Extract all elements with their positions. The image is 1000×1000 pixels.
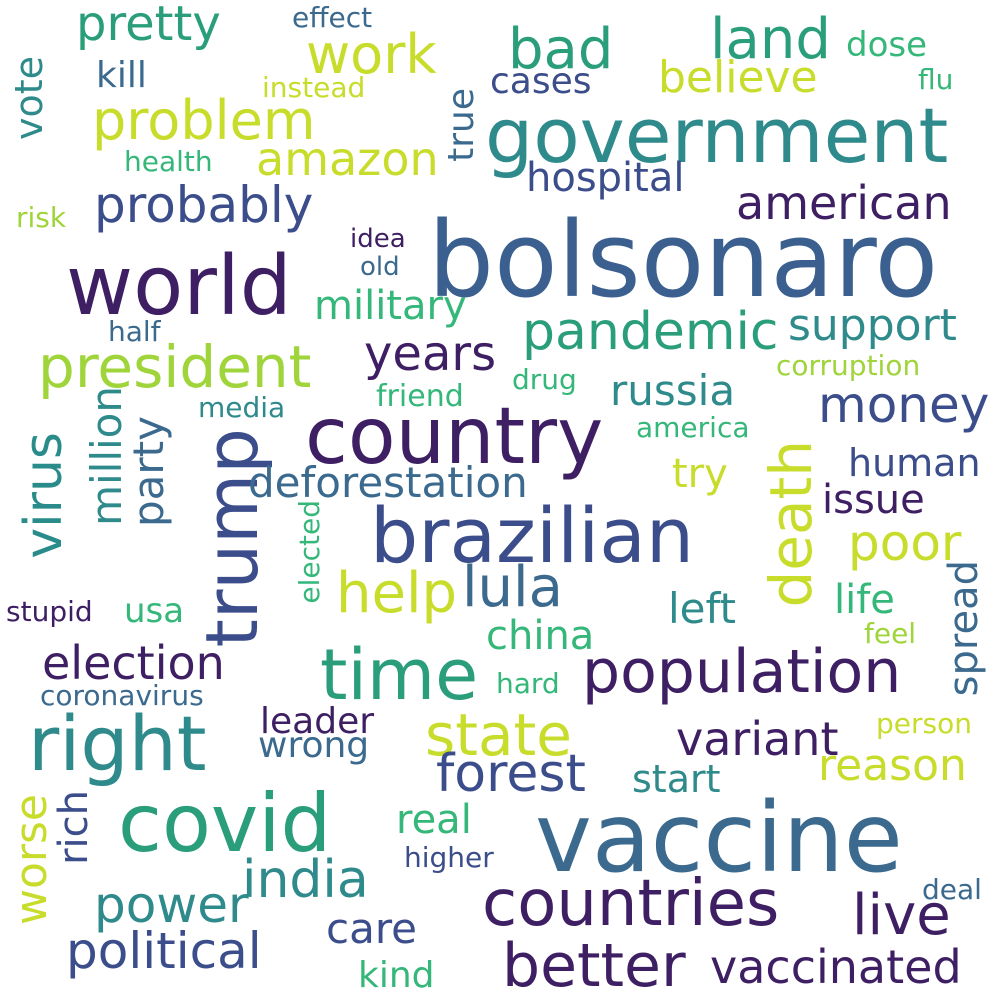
word: land <box>710 7 831 72</box>
word: vaccine <box>535 782 903 894</box>
word: vote <box>7 56 51 141</box>
word: years <box>364 326 497 382</box>
word: virus <box>14 432 74 559</box>
word: spread <box>941 560 987 697</box>
word: instead <box>262 71 366 104</box>
word: old <box>360 252 400 282</box>
word: bad <box>508 17 614 82</box>
word: corruption <box>776 349 921 382</box>
word: help <box>336 561 458 626</box>
word: america <box>636 411 750 444</box>
word: life <box>834 577 895 623</box>
word: money <box>818 376 990 434</box>
word: power <box>94 876 249 934</box>
word: death <box>757 440 825 608</box>
word: russia <box>610 366 736 415</box>
word: problem <box>92 89 316 152</box>
word: world <box>66 239 292 334</box>
word: reason <box>818 740 967 791</box>
word: stupid <box>6 595 93 628</box>
word: deforestation <box>248 458 528 507</box>
word: covid <box>118 777 332 870</box>
word: amazon <box>256 132 439 186</box>
word: person <box>876 707 972 740</box>
word: pandemic <box>522 302 779 362</box>
word: election <box>42 636 225 690</box>
word: flu <box>918 63 954 96</box>
word: brazilian <box>370 491 695 580</box>
word: wrong <box>258 725 370 766</box>
word: government <box>485 91 949 180</box>
word: party <box>124 416 173 527</box>
word: china <box>486 613 595 659</box>
word: rich <box>51 790 97 865</box>
word: health <box>124 145 213 178</box>
word: bolsonaro <box>428 199 939 321</box>
word: left <box>668 584 737 633</box>
word: leader <box>260 701 375 742</box>
word: human <box>848 441 981 485</box>
word: drug <box>512 363 577 396</box>
word: media <box>198 391 286 424</box>
word: poor <box>848 514 962 572</box>
word: half <box>108 315 161 348</box>
word: countries <box>482 867 780 941</box>
word: live <box>852 883 951 948</box>
word: coronavirus <box>40 679 204 712</box>
word: elected <box>293 500 326 604</box>
word: state <box>425 701 572 769</box>
word: country <box>305 392 604 482</box>
word: better <box>502 931 686 1000</box>
word: probably <box>94 176 314 234</box>
word: india <box>242 850 369 910</box>
word: support <box>788 300 957 351</box>
word: hospital <box>526 155 685 201</box>
word: kill <box>96 55 147 96</box>
word: usa <box>124 591 185 631</box>
word: million <box>82 386 131 526</box>
word: effect <box>292 1 373 34</box>
word: work <box>306 23 437 86</box>
word: right <box>28 699 207 788</box>
word: variant <box>676 712 839 766</box>
word: forest <box>436 744 586 804</box>
word: dose <box>846 25 928 65</box>
word: american <box>736 176 952 230</box>
word: deal <box>922 873 982 906</box>
word: lula <box>462 555 563 620</box>
word: worse <box>6 794 57 925</box>
word: kind <box>358 955 435 996</box>
word: cases <box>490 61 592 102</box>
word: try <box>672 451 728 497</box>
word: care <box>326 904 418 953</box>
word: risk <box>16 201 67 234</box>
word: friend <box>376 379 464 414</box>
word: vaccinated <box>710 940 962 994</box>
word: president <box>38 333 312 401</box>
word: believe <box>658 52 818 103</box>
word: political <box>66 922 262 980</box>
word: military <box>314 283 467 329</box>
word: real <box>396 797 472 843</box>
word: time <box>320 634 479 716</box>
word: feel <box>864 617 917 650</box>
word: population <box>582 637 902 707</box>
word: hard <box>496 667 560 700</box>
word: higher <box>404 841 494 874</box>
word: pretty <box>76 0 221 52</box>
word: true <box>441 88 482 162</box>
word: start <box>632 757 721 801</box>
word: issue <box>822 477 925 523</box>
word: idea <box>350 224 406 254</box>
